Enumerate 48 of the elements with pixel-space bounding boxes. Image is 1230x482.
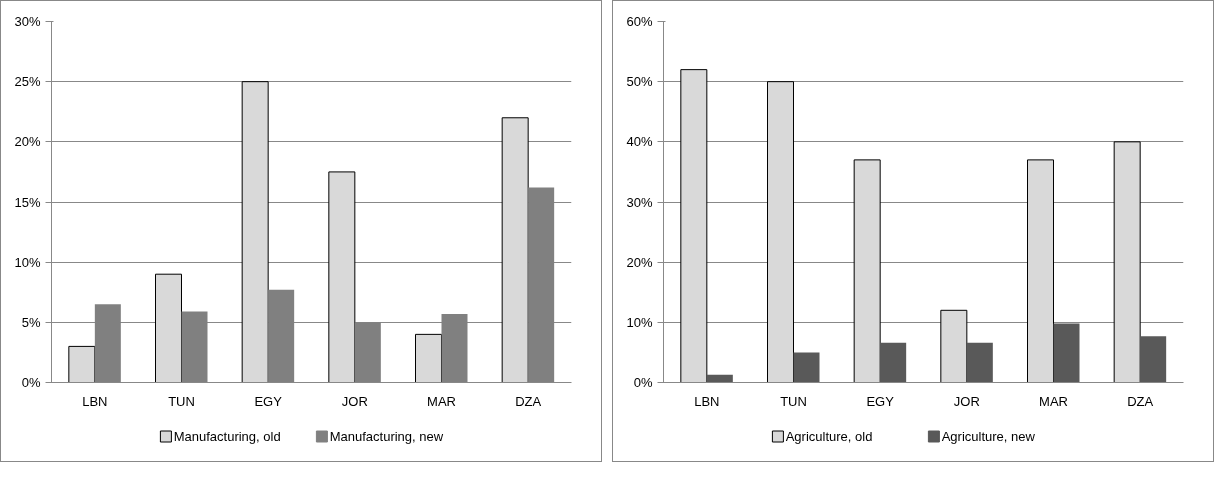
y-tick-label: 50% [626, 74, 653, 90]
y-tick-label: 30% [14, 14, 41, 29]
bar [880, 342, 907, 383]
y-tick-label: 0% [21, 375, 41, 390]
legend-label: Agriculture, new [941, 429, 1036, 444]
y-tick-label: 30% [626, 194, 653, 210]
x-tick-label: EGY [866, 393, 895, 409]
bar [853, 159, 881, 383]
bar [155, 273, 182, 383]
y-tick-label: 40% [626, 134, 653, 150]
bar [940, 309, 968, 383]
bar [68, 345, 96, 383]
x-tick-label: JOR [341, 393, 368, 409]
bar [706, 374, 733, 383]
y-tick-label: 60% [626, 14, 653, 29]
legend-label: Manufacturing, old [173, 429, 281, 444]
bar [1140, 336, 1167, 383]
bar [680, 69, 708, 383]
x-tick-label: JOR [953, 393, 980, 409]
x-tick-label: LBN [694, 393, 720, 409]
bar [1027, 159, 1054, 383]
bar [415, 333, 442, 383]
x-tick-label: LBN [82, 393, 108, 409]
bar [767, 81, 794, 383]
y-tick-label: 20% [626, 254, 653, 270]
x-tick-label: MAR [427, 393, 456, 409]
bar [793, 352, 820, 383]
bar [328, 171, 356, 383]
x-tick-label: DZA [1127, 393, 1154, 409]
x-tick-label: MAR [1039, 393, 1068, 409]
x-tick-label: TUN [168, 393, 195, 409]
y-tick-label: 10% [14, 254, 41, 270]
x-tick-label: TUN [780, 393, 807, 409]
y-tick-label: 0% [633, 375, 653, 390]
y-tick-label: 15% [14, 194, 41, 210]
y-tick-label: 10% [626, 314, 653, 330]
bar [1053, 323, 1080, 383]
legend-label: Manufacturing, new [329, 429, 444, 444]
bar [501, 117, 529, 383]
y-tick-label: 25% [14, 74, 41, 90]
legend-label: Agriculture, old [785, 429, 873, 444]
bar [1113, 141, 1141, 383]
bar [241, 81, 269, 383]
bar [966, 342, 993, 383]
x-tick-label: EGY [254, 393, 283, 409]
y-tick-label: 5% [21, 314, 41, 330]
x-tick-label: DZA [515, 393, 542, 409]
y-tick-label: 20% [14, 134, 41, 150]
